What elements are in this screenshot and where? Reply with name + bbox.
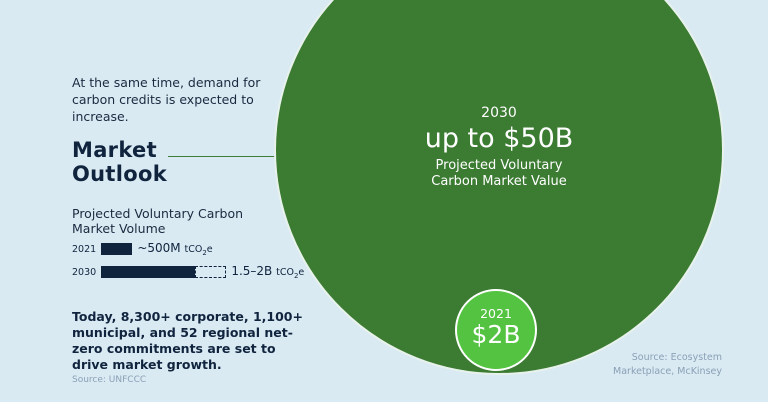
market-outlook-heading: Market Outlook: [72, 138, 167, 186]
volume-unit-2030: tCO2e: [276, 267, 305, 280]
volume-year-2030: 2030: [72, 267, 97, 278]
volume-value-2030: 1.5–2B: [231, 264, 277, 278]
volume-unit-2021: tCO2e: [184, 244, 213, 257]
source-unfccc: Source: UNFCCC: [72, 375, 147, 385]
volume-chart-title: Projected Voluntary Carbon Market Volume: [72, 206, 244, 236]
intro-text: At the same time, demand for carbon cred…: [72, 75, 261, 124]
value-2030-label-group: 2030 up to $50B Projected Voluntary Carb…: [349, 104, 649, 190]
value-2021-amount: $2B: [471, 320, 521, 349]
heading-line-1: Market: [72, 138, 157, 162]
connector-line: [168, 156, 280, 157]
value-2030-description: Projected Voluntary Carbon Market Value: [349, 158, 649, 190]
value-2021-label-group: 2021 $2B: [455, 306, 537, 349]
volume-bar-2030: [101, 266, 195, 278]
heading-line-2: Outlook: [72, 162, 167, 186]
volume-bar-range-2030: [195, 266, 227, 278]
source-ecosystem-marketplace: Source: Ecosystem Marketplace, McKinsey: [613, 352, 722, 377]
volume-value-2021: ~500M: [137, 241, 185, 255]
volume-year-2021: 2021: [72, 244, 97, 255]
value-2021-circle: [455, 289, 537, 371]
volume-bar-2021: [101, 243, 133, 255]
value-2030-description-line-1: Projected Voluntary: [435, 158, 563, 173]
volume-value-label-2021: ~500M tCO2e: [137, 241, 212, 257]
volume-value-label-2030: 1.5–2B tCO2e: [231, 264, 304, 280]
value-2030-description-line-2: Carbon Market Value: [431, 174, 567, 189]
value-2030-year: 2030: [481, 105, 517, 121]
commitments-statement: Today, 8,300+ corporate, 1,100+ municipa…: [72, 309, 303, 372]
value-2030-amount: up to $50B: [424, 123, 574, 154]
value-2021-year: 2021: [480, 306, 512, 321]
